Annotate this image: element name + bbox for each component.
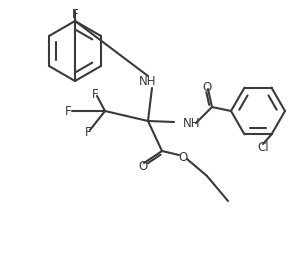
Text: O: O: [178, 150, 188, 163]
Text: F: F: [85, 126, 91, 139]
Text: F: F: [92, 88, 98, 100]
Text: F: F: [65, 104, 71, 118]
Text: NH: NH: [139, 75, 157, 88]
Text: Cl: Cl: [257, 140, 269, 154]
Text: O: O: [202, 81, 212, 93]
Text: O: O: [138, 161, 148, 174]
Text: F: F: [72, 8, 78, 20]
Text: NH: NH: [183, 117, 200, 130]
